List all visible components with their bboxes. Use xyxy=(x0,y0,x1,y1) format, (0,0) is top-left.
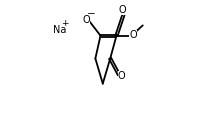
Text: −: − xyxy=(86,9,95,19)
Text: O: O xyxy=(129,29,136,40)
Text: O: O xyxy=(118,5,126,15)
Text: +: + xyxy=(61,19,68,28)
Text: Na: Na xyxy=(52,25,66,35)
Text: O: O xyxy=(82,15,89,25)
Text: O: O xyxy=(117,71,125,81)
